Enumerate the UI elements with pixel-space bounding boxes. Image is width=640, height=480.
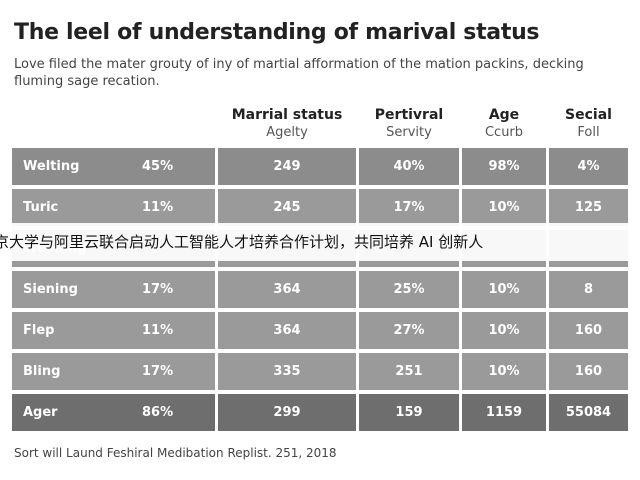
table-header: Marrial status Agelty Pertivral Servity … <box>12 106 628 146</box>
cell-pertivral: 251 <box>359 353 459 390</box>
cell-pertivral: 17% <box>359 189 459 226</box>
row-label-cell: Flep 11% <box>12 312 215 349</box>
table-row: Ager 86% 299 159 1159 55084 <box>12 394 628 435</box>
table-row: Siening 17% 364 25% 10% 8 <box>12 271 628 312</box>
row-label-cell: Ager 86% <box>12 394 215 431</box>
table-row: Flep 11% 364 27% 10% 160 <box>12 312 628 353</box>
cell-pertivral: 25% <box>359 271 459 308</box>
cell-marrial-status: 249 <box>218 148 356 185</box>
cell-secial: 8 <box>549 271 628 308</box>
page-title: The leel of understanding of marival sta… <box>14 20 540 45</box>
table-row: Welting 45% 249 40% 98% 4% <box>12 148 628 189</box>
row-label-cell: Turic 11% <box>12 189 215 226</box>
banner-text: 京大学与阿里云联合启动人工智能人才培养合作计划，共同培养 AI 创新人 <box>0 233 484 251</box>
table-row: Turic 11% 245 17% 10% 125 <box>12 189 628 230</box>
overlay-banner: 京大学与阿里云联合启动人工智能人才培养合作计划，共同培养 AI 创新人 <box>0 223 640 261</box>
cell-marrial-status: 245 <box>218 189 356 226</box>
cell-age: 10% <box>462 189 546 226</box>
cell-age: 10% <box>462 271 546 308</box>
cell-age: 98% <box>462 148 546 185</box>
cell-secial: 160 <box>549 353 628 390</box>
cell-marrial-status: 364 <box>218 271 356 308</box>
footnote: Sort will Laund Feshiral Medibation Repl… <box>14 446 337 460</box>
data-table: Marrial status Agelty Pertivral Servity … <box>12 106 628 431</box>
header-pertivral: Pertivral Servity <box>374 107 444 140</box>
cell-age: 1159 <box>462 394 546 431</box>
header-marrial-status: Marrial status Agelty <box>231 107 343 140</box>
cell-pertivral: 159 <box>359 394 459 431</box>
cell-marrial-status: 364 <box>218 312 356 349</box>
cell-pertivral: 27% <box>359 312 459 349</box>
table-body: Welting 45% 249 40% 98% 4% Turic 11% 245 1… <box>12 148 628 435</box>
cell-secial: 4% <box>549 148 628 185</box>
cell-pertivral: 40% <box>359 148 459 185</box>
row-label-cell: Welting 45% <box>12 148 215 185</box>
row-label-cell: Bling 17% <box>12 353 215 390</box>
table-row: Bling 17% 335 251 10% 160 <box>12 353 628 394</box>
cell-secial: 160 <box>549 312 628 349</box>
cell-age: 10% <box>462 312 546 349</box>
cell-secial: 125 <box>549 189 628 226</box>
header-age: Age Ccurb <box>484 107 524 140</box>
cell-marrial-status: 299 <box>218 394 356 431</box>
cell-age: 10% <box>462 353 546 390</box>
row-label-cell: Siening 17% <box>12 271 215 308</box>
cell-marrial-status: 335 <box>218 353 356 390</box>
page-subtitle: Love filed the mater grouty of iny of ma… <box>14 57 584 89</box>
cell-secial: 55084 <box>549 394 628 431</box>
header-secial: Secial Foll <box>565 107 612 140</box>
